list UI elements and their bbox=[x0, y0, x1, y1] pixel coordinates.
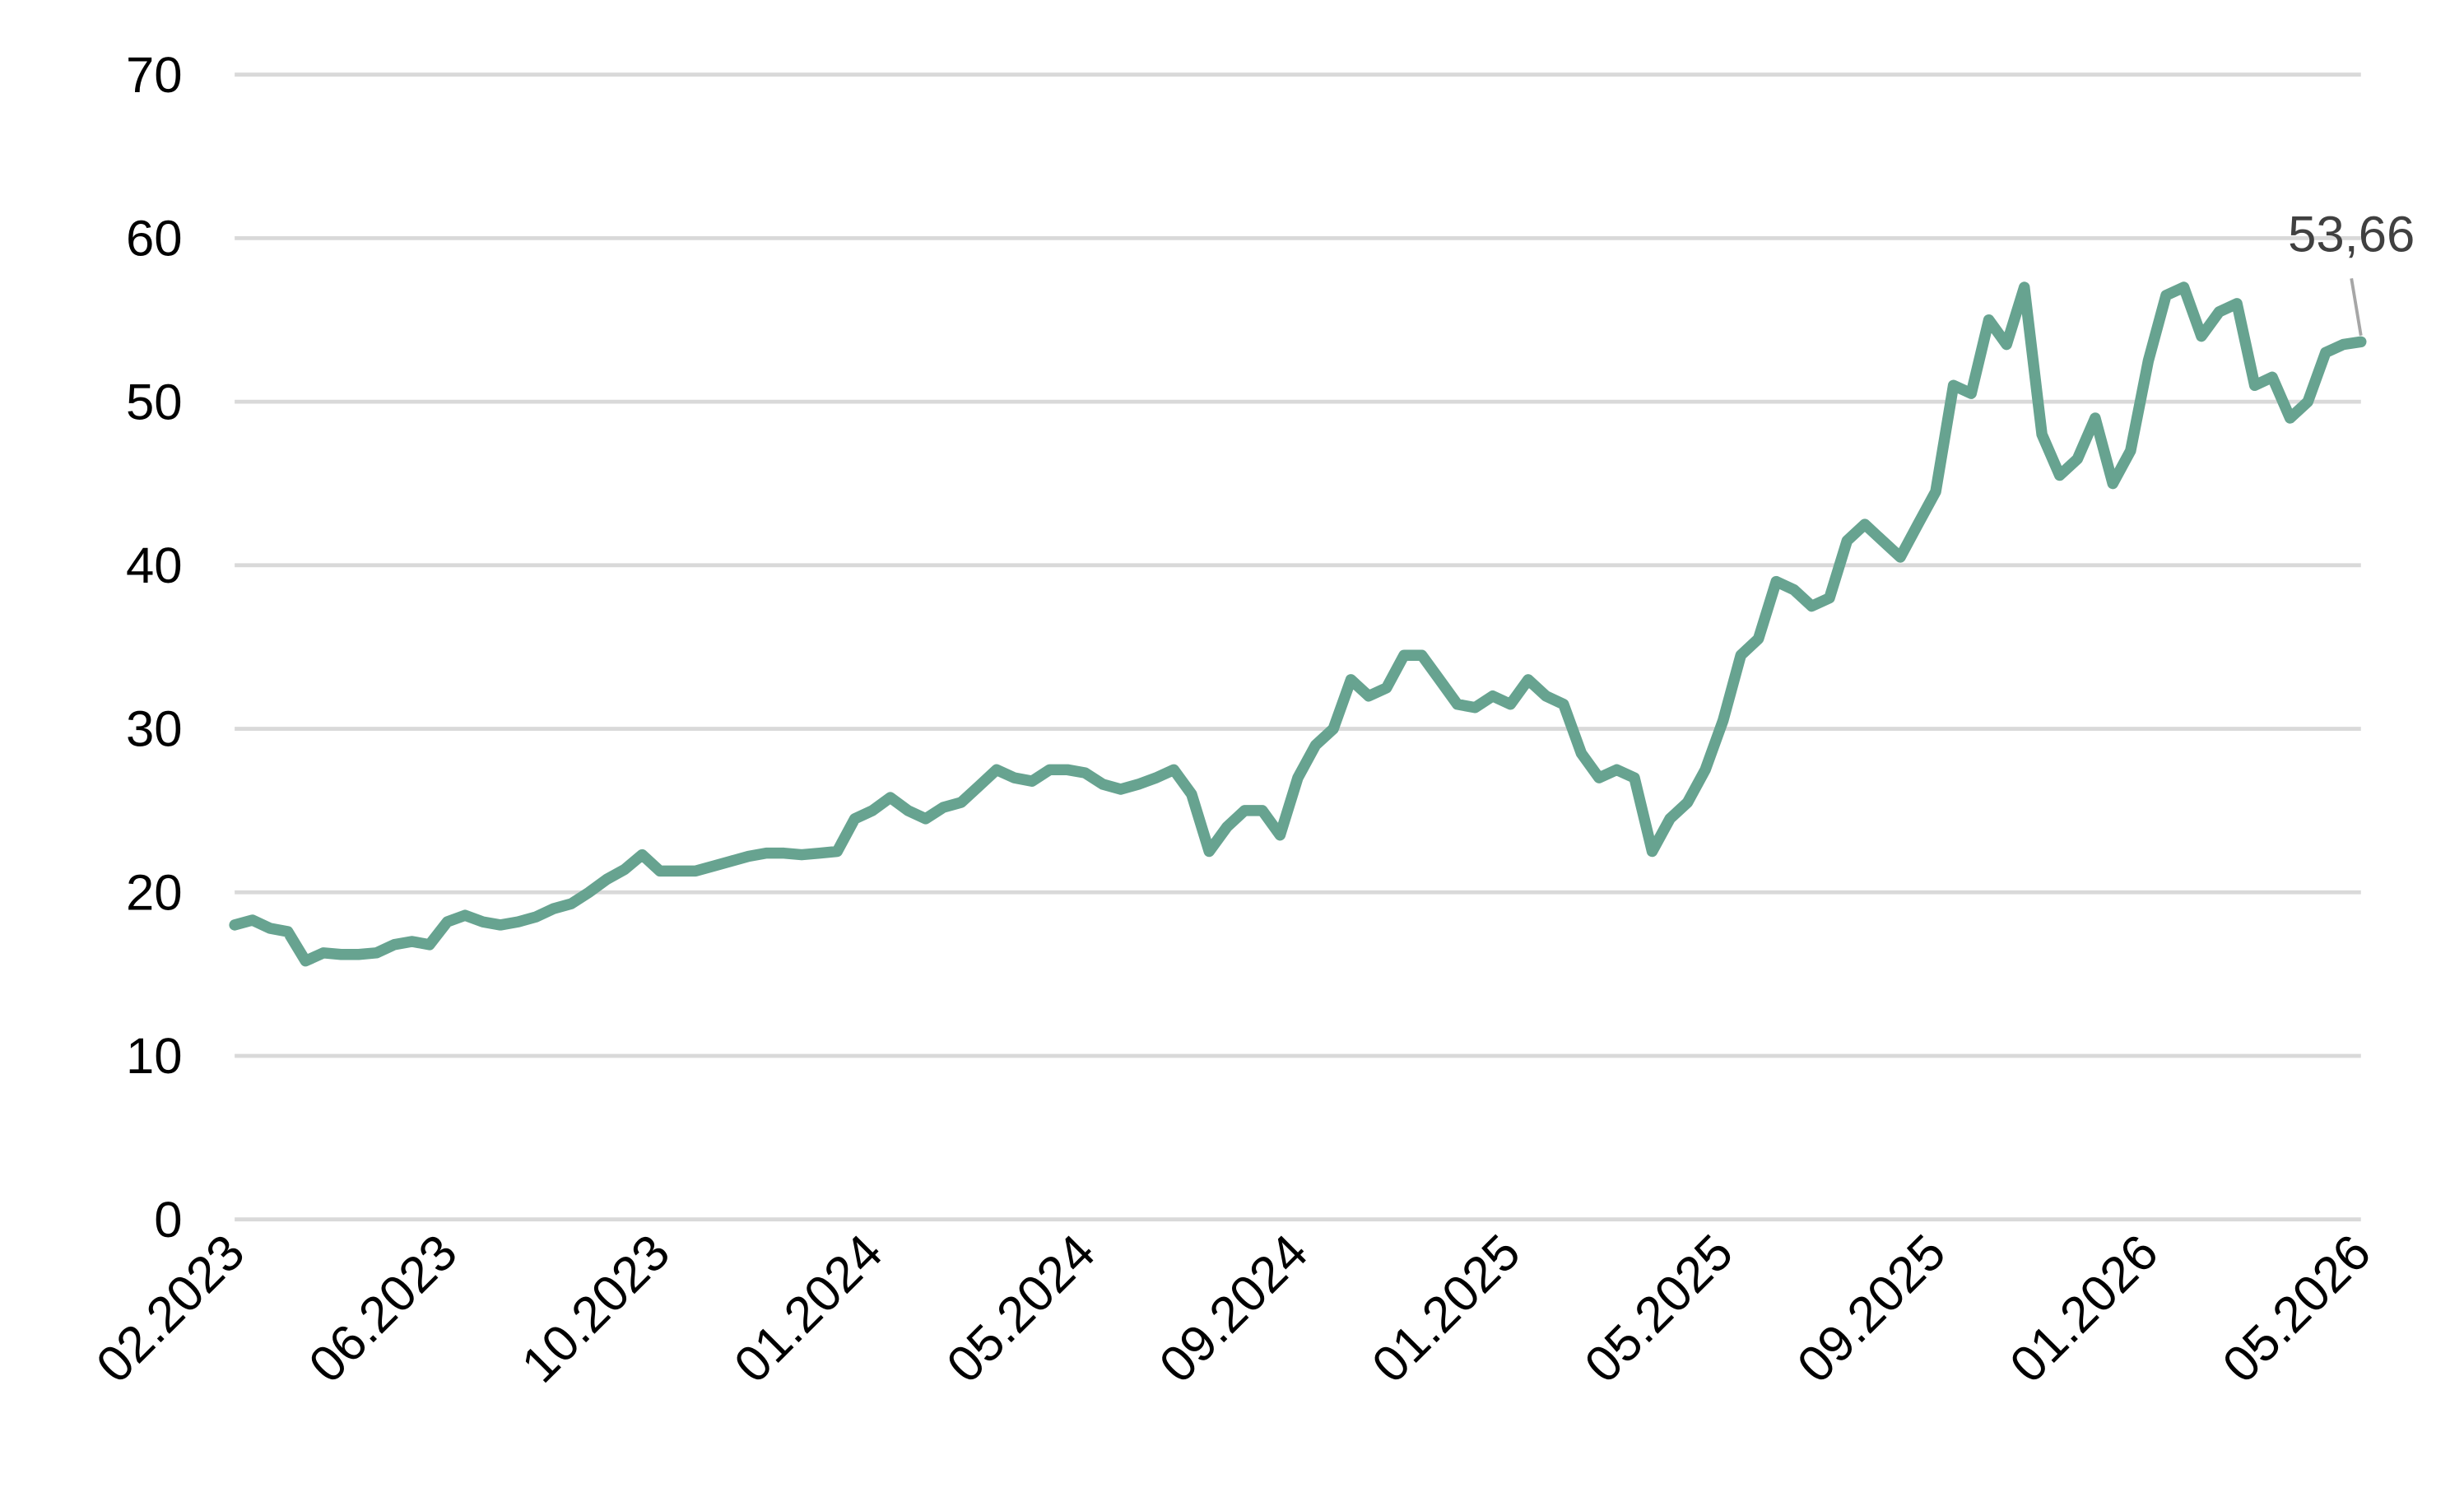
line bbox=[229, 281, 2367, 967]
y-tick-label: 40 bbox=[126, 537, 183, 594]
y-tick-label: 10 bbox=[126, 1028, 183, 1085]
x-tick-label: 01.2024 bbox=[723, 1224, 893, 1393]
x-tick-label: 05.2026 bbox=[2212, 1224, 2382, 1393]
y-tick-label: 50 bbox=[126, 374, 183, 430]
x-tick-label: 09.2025 bbox=[1787, 1224, 1956, 1393]
annotation-leader bbox=[2350, 278, 2363, 336]
y-tick-label: 30 bbox=[126, 701, 183, 758]
x-tick-label: 06.2023 bbox=[298, 1224, 467, 1393]
x-tick-label: 05.2024 bbox=[937, 1224, 1106, 1393]
x-tick-label: 05.2025 bbox=[1574, 1224, 1744, 1393]
x-tick-label: 01.2025 bbox=[1361, 1224, 1531, 1393]
y-tick-label: 70 bbox=[126, 47, 183, 104]
y-tick-label: 20 bbox=[126, 864, 183, 921]
x-tick-label: 09.2024 bbox=[1149, 1224, 1318, 1393]
value-label: 53,66 bbox=[2288, 207, 2415, 263]
x-tick-label: 10.2023 bbox=[511, 1224, 681, 1393]
x-tick-label: 02.2023 bbox=[86, 1224, 255, 1393]
x-tick-label: 01.2026 bbox=[1999, 1224, 2169, 1393]
y-tick-label: 0 bbox=[154, 1192, 182, 1248]
y-tick-label: 60 bbox=[126, 211, 183, 267]
